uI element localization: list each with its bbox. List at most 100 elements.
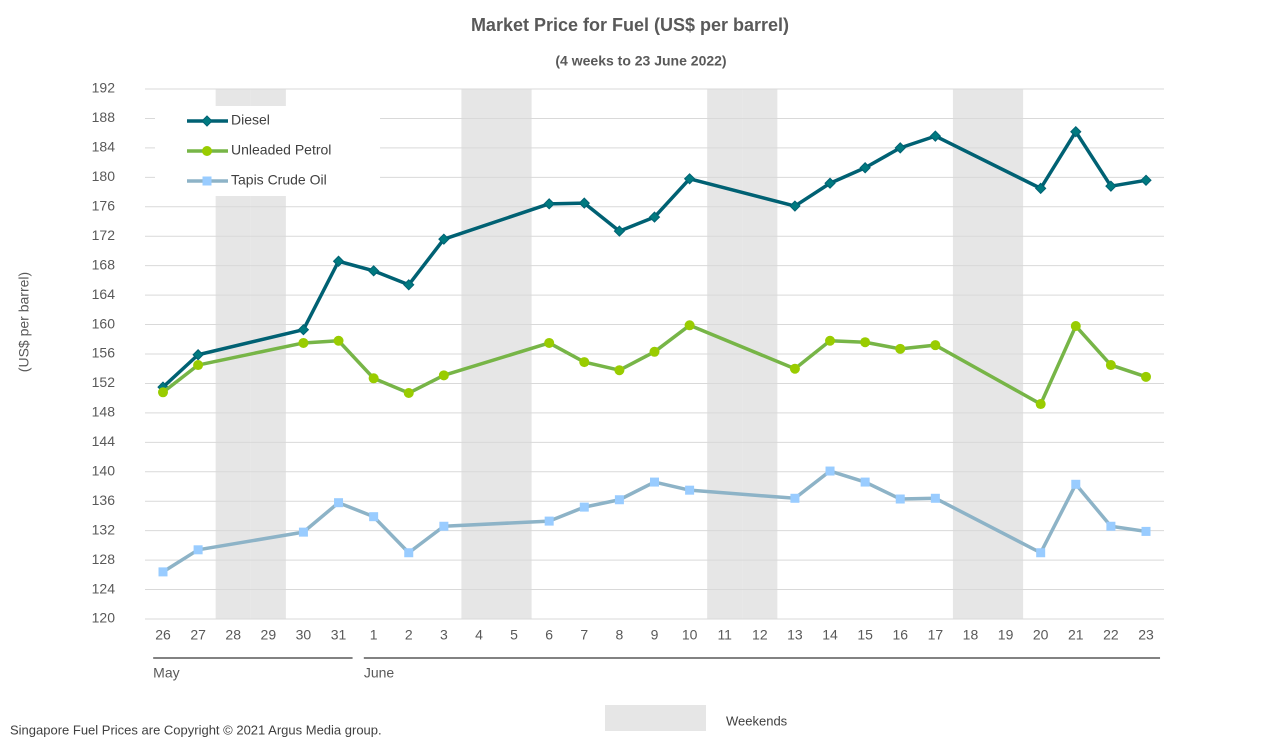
y-tick-label: 140 bbox=[92, 462, 116, 478]
data-point bbox=[544, 516, 554, 526]
data-point bbox=[930, 340, 941, 351]
data-point bbox=[1070, 125, 1082, 138]
data-point bbox=[825, 466, 835, 476]
data-point bbox=[368, 373, 379, 384]
x-tick-label: 16 bbox=[892, 627, 908, 643]
x-tick-label: 11 bbox=[717, 627, 732, 643]
y-tick-label: 180 bbox=[92, 168, 116, 184]
x-tick-label: 9 bbox=[651, 627, 659, 643]
data-point bbox=[1140, 174, 1152, 186]
legend-marker bbox=[202, 146, 212, 156]
data-point bbox=[579, 357, 590, 368]
x-tick-label: 8 bbox=[615, 627, 623, 643]
x-tick-label: 21 bbox=[1068, 627, 1084, 643]
data-point bbox=[789, 363, 800, 374]
data-point bbox=[790, 493, 800, 503]
y-tick-label: 132 bbox=[92, 521, 116, 537]
y-tick-label: 176 bbox=[92, 197, 116, 213]
data-point bbox=[369, 512, 379, 522]
data-point bbox=[1105, 180, 1117, 192]
y-tick-label: 160 bbox=[92, 315, 116, 331]
data-point bbox=[860, 337, 871, 348]
x-tick-label: 7 bbox=[580, 627, 588, 643]
x-tick-label: 17 bbox=[928, 627, 944, 643]
data-point bbox=[333, 335, 344, 346]
chart-subtitle: (4 weeks to 23 June 2022) bbox=[555, 53, 726, 69]
data-point bbox=[894, 142, 906, 154]
data-point bbox=[684, 320, 695, 331]
x-tick-label: 30 bbox=[296, 627, 312, 643]
data-point bbox=[1141, 371, 1151, 382]
y-tick-label: 128 bbox=[92, 551, 116, 567]
y-tick-label: 120 bbox=[92, 610, 116, 626]
data-point bbox=[789, 200, 801, 212]
data-point bbox=[367, 265, 380, 277]
data-point bbox=[825, 335, 836, 346]
data-point bbox=[158, 567, 168, 577]
data-point bbox=[1106, 521, 1116, 531]
legend-marker bbox=[201, 115, 213, 127]
x-tick-label: 6 bbox=[545, 627, 553, 643]
y-tick-label: 144 bbox=[92, 433, 116, 449]
data-point bbox=[438, 233, 450, 245]
data-point bbox=[650, 477, 659, 487]
data-point bbox=[1036, 548, 1046, 558]
data-point bbox=[1035, 399, 1046, 410]
x-tick-label: 26 bbox=[155, 627, 171, 643]
weekend-legend-label: Weekends bbox=[726, 713, 788, 728]
y-tick-label: 148 bbox=[92, 404, 116, 420]
x-tick-label: 13 bbox=[787, 627, 803, 643]
x-tick-label: 4 bbox=[475, 627, 483, 643]
x-tick-label: 1 bbox=[370, 627, 378, 643]
data-point bbox=[578, 197, 590, 209]
data-point bbox=[297, 324, 310, 336]
x-tick-label: 28 bbox=[225, 627, 241, 643]
data-point bbox=[648, 211, 661, 223]
data-point bbox=[334, 498, 344, 508]
data-point bbox=[1034, 182, 1047, 195]
data-point bbox=[193, 360, 204, 371]
data-point bbox=[158, 387, 168, 398]
data-point bbox=[614, 365, 625, 376]
data-point bbox=[298, 337, 309, 348]
legend-label: Tapis Crude Oil bbox=[231, 172, 327, 188]
data-point bbox=[930, 493, 940, 503]
y-tick-label: 188 bbox=[92, 109, 116, 125]
x-tick-label: 20 bbox=[1033, 627, 1049, 643]
y-axis-label: (US$ per barrel) bbox=[16, 272, 32, 372]
data-point bbox=[685, 485, 695, 495]
data-point bbox=[298, 527, 308, 537]
legend-label: Unleaded Petrol bbox=[231, 142, 331, 158]
data-point bbox=[683, 173, 696, 185]
data-point bbox=[613, 225, 626, 237]
y-tick-label: 168 bbox=[92, 256, 116, 272]
data-point bbox=[929, 130, 942, 142]
x-tick-label: 22 bbox=[1103, 627, 1119, 643]
x-tick-label: 29 bbox=[261, 627, 277, 643]
data-point bbox=[824, 177, 836, 189]
x-tick-label: 10 bbox=[682, 627, 698, 643]
data-point bbox=[614, 495, 624, 505]
x-tick-label: 5 bbox=[510, 627, 518, 643]
data-point bbox=[860, 477, 870, 487]
data-point bbox=[193, 545, 203, 555]
x-tick-label: 3 bbox=[440, 627, 448, 643]
data-point bbox=[1141, 526, 1151, 536]
y-tick-label: 152 bbox=[92, 374, 116, 390]
data-point bbox=[192, 349, 204, 361]
y-tick-label: 184 bbox=[92, 139, 116, 155]
data-point bbox=[404, 548, 414, 558]
x-tick-label: 31 bbox=[331, 627, 347, 643]
data-point bbox=[859, 162, 871, 174]
data-point bbox=[438, 370, 449, 381]
x-tick-label: 19 bbox=[998, 627, 1014, 643]
footnote: Singapore Fuel Prices are Copyright © 20… bbox=[10, 722, 382, 737]
y-tick-label: 124 bbox=[92, 580, 116, 596]
y-tick-label: 192 bbox=[92, 80, 116, 96]
x-tick-label: 14 bbox=[822, 627, 838, 643]
data-point bbox=[1070, 321, 1081, 332]
legend-label: Diesel bbox=[231, 112, 270, 128]
data-point bbox=[439, 521, 449, 531]
y-tick-label: 172 bbox=[92, 227, 116, 243]
